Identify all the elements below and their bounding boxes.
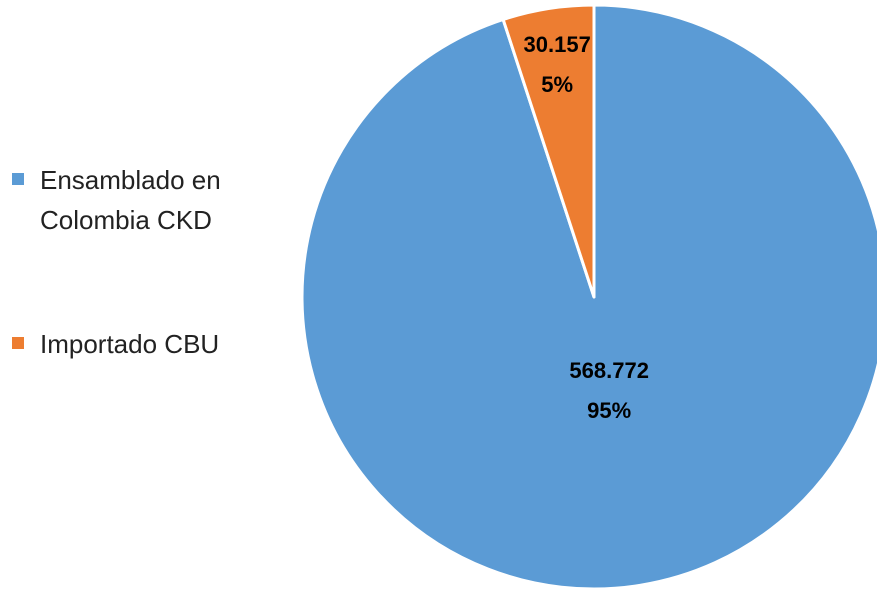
percent-label: 5% [541,72,573,97]
pie-slice [300,3,877,591]
data-label: 30.157 [524,32,591,57]
legend-swatch [12,173,24,185]
percent-label: 95% [587,398,631,423]
data-label: 568.772 [569,358,649,383]
legend-item: Importado CBU [12,324,282,364]
legend-label: Importado CBU [40,329,220,359]
legend-swatch [12,337,24,349]
legend-item: Ensamblado en Colombia CKD [12,160,282,240]
pie-slice [501,3,596,299]
legend-label: Ensamblado en Colombia CKD [40,165,221,235]
